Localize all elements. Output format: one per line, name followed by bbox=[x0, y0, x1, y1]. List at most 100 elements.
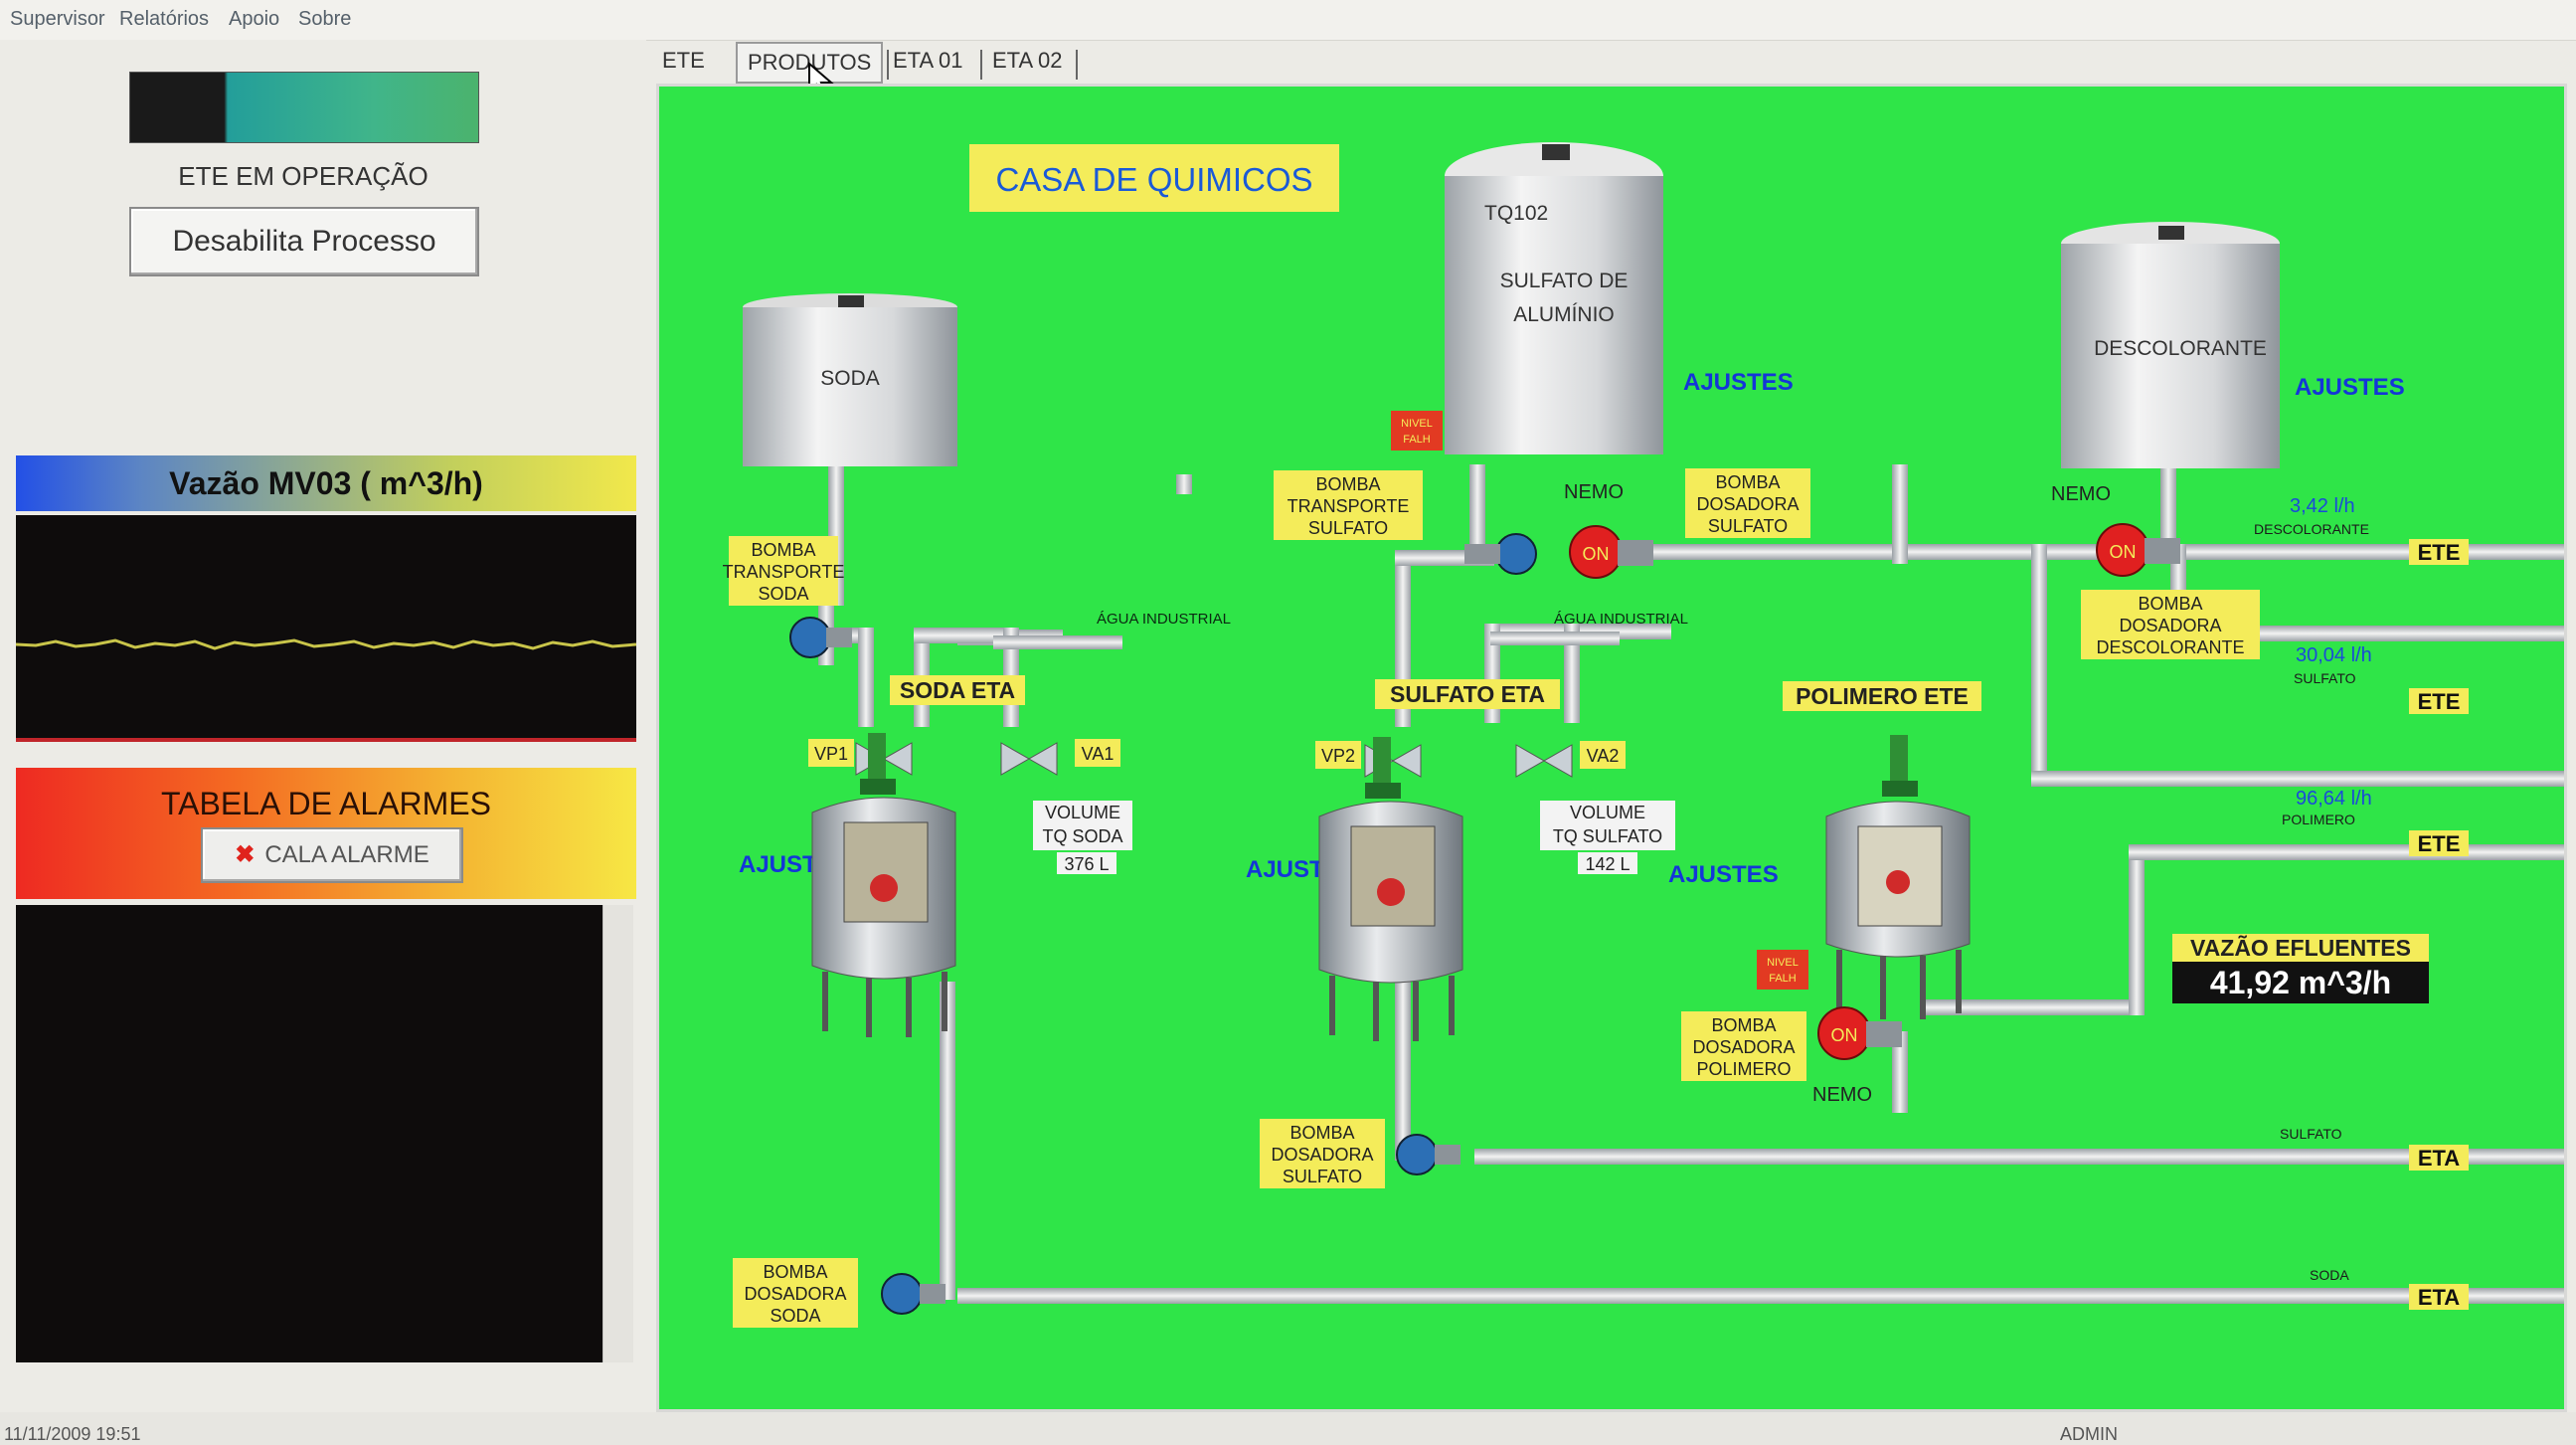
pump-dosadora-sulfato-bottom-icon[interactable] bbox=[1396, 1134, 1460, 1175]
menu-relatorios[interactable]: Relatórios bbox=[119, 8, 210, 30]
close-icon: ✖ bbox=[235, 841, 256, 868]
svg-text:ETA: ETA bbox=[2418, 1146, 2460, 1171]
label-bomba-transporte-soda: BOMBA TRANSPORTE SODA bbox=[723, 536, 845, 606]
sulfato-tank bbox=[1445, 142, 1663, 454]
valve-va2-icon[interactable] bbox=[1515, 744, 1573, 778]
tab-ete[interactable]: ETE bbox=[662, 48, 705, 73]
label-bomba-dosadora-polimero: BOMBA DOSADORA POLIMERO bbox=[1681, 1011, 1806, 1081]
svg-text:SULFATO: SULFATO bbox=[1308, 518, 1388, 538]
ajustes-polimero-link[interactable]: AJUSTES bbox=[1668, 861, 1779, 888]
svg-text:DOSADORA: DOSADORA bbox=[744, 1284, 846, 1304]
process-diagram: CASA DE QUIMICOS ÁGUA INDUSTRIAL bbox=[723, 142, 2576, 1328]
menu-sobre[interactable]: Sobre bbox=[298, 8, 352, 30]
svg-text:SODA: SODA bbox=[770, 1306, 820, 1326]
svg-text:NIVEL: NIVEL bbox=[1767, 957, 1799, 969]
silence-alarm-label: CALA ALARME bbox=[264, 841, 429, 868]
svg-text:BOMBA: BOMBA bbox=[1711, 1015, 1776, 1035]
svg-text:ON: ON bbox=[1831, 1025, 1858, 1045]
line-label-sulfato-eta: SULFATO bbox=[2280, 1126, 2342, 1142]
svg-text:BOMBA: BOMBA bbox=[763, 1262, 827, 1282]
svg-text:DOSADORA: DOSADORA bbox=[1692, 1037, 1795, 1057]
valve-va1-icon[interactable] bbox=[1000, 742, 1058, 776]
svg-text:BOMBA: BOMBA bbox=[2138, 594, 2202, 614]
svg-text:NIVEL: NIVEL bbox=[1401, 418, 1433, 430]
descolorante-tank-label: DESCOLORANTE bbox=[2094, 337, 2267, 360]
flow-chart-title: Vazão MV03 ( m^3/h) bbox=[16, 455, 636, 511]
soda-eta-title: SODA ETA bbox=[900, 677, 1015, 703]
alarm-table-header: TABELA DE ALARMES ✖ CALA ALARME bbox=[16, 768, 636, 899]
reactor-sulfato bbox=[1318, 737, 1463, 1041]
silence-alarm-button[interactable]: ✖ CALA ALARME bbox=[201, 827, 463, 883]
svg-text:FALH: FALH bbox=[1403, 434, 1431, 446]
nivel-falha-sulfato: NIVEL FALH bbox=[1391, 411, 1443, 451]
soda-tank bbox=[743, 293, 957, 606]
volume-soda-display: VOLUME TQ SODA 376 L bbox=[1033, 801, 1132, 874]
tab-eta-02[interactable]: ETA 02 bbox=[992, 48, 1063, 73]
svg-text:142 L: 142 L bbox=[1585, 854, 1630, 874]
svg-text:BOMBA: BOMBA bbox=[751, 540, 815, 560]
dest-ete-1: ETE bbox=[2409, 539, 2469, 565]
flow-sulfato: 30,04 l/h bbox=[2296, 644, 2372, 666]
tab-separator bbox=[1076, 50, 1078, 80]
svg-text:ON: ON bbox=[2110, 542, 2137, 562]
pump-dosadora-soda-icon[interactable] bbox=[881, 1273, 945, 1315]
nemo-descolorante-label: NEMO bbox=[2051, 483, 2111, 505]
nivel-falha-polimero: NIVEL FALH bbox=[1757, 950, 1808, 990]
valve-va2-label: VA2 bbox=[1587, 746, 1620, 766]
process-status-indicator bbox=[129, 72, 479, 143]
agua-industrial-label-2: ÁGUA INDUSTRIAL bbox=[1554, 611, 1688, 628]
sulfato-tank-label-1: SULFATO DE bbox=[1500, 270, 1629, 292]
ajustes-sulfato-link[interactable]: AJUSTES bbox=[1683, 369, 1794, 396]
svg-text:TRANSPORTE: TRANSPORTE bbox=[723, 562, 845, 582]
alarm-table-scrollbar[interactable] bbox=[602, 905, 633, 1362]
label-bomba-dosadora-soda: BOMBA DOSADORA SODA bbox=[733, 1258, 858, 1328]
svg-text:SULFATO: SULFATO bbox=[1283, 1167, 1362, 1186]
pump-nemo-polimero-on[interactable]: ON bbox=[1817, 1006, 1902, 1060]
soda-eta-box bbox=[890, 675, 1025, 705]
synoptic-panel: CASA DE QUIMICOS ÁGUA INDUSTRIAL bbox=[656, 84, 2576, 1412]
soda-tank-label: SODA bbox=[820, 367, 880, 390]
descolorante-tank bbox=[2061, 222, 2280, 558]
flow-trend-chart bbox=[15, 515, 637, 742]
polimero-ete-title: POLIMERO ETE bbox=[1796, 683, 1969, 709]
svg-text:DESCOLORANTE: DESCOLORANTE bbox=[2096, 637, 2244, 657]
panel-title: CASA DE QUIMICOS bbox=[995, 161, 1312, 198]
nemo-polimero-label: NEMO bbox=[1812, 1084, 1872, 1106]
line-label-soda-eta: SODA bbox=[2310, 1267, 2349, 1283]
svg-text:VOLUME: VOLUME bbox=[1045, 803, 1120, 822]
line-label-sulfato: SULFATO bbox=[2294, 670, 2356, 686]
pump-nemo-descolorante-on[interactable]: ON bbox=[2096, 523, 2180, 577]
menu-apoio[interactable]: Apoio bbox=[229, 8, 280, 30]
tq102-label: TQ102 bbox=[1484, 202, 1548, 225]
pump-transporte-sulfato-icon[interactable] bbox=[1464, 533, 1537, 575]
ajustes-descolorante-link[interactable]: AJUSTES bbox=[2295, 374, 2405, 401]
svg-text:TQ SULFATO: TQ SULFATO bbox=[1553, 826, 1662, 846]
tab-separator bbox=[980, 50, 982, 80]
valve-vp2-label: VP2 bbox=[1321, 746, 1355, 766]
label-bomba-dosadora-sulfato-top: BOMBA DOSADORA SULFATO bbox=[1685, 468, 1810, 538]
agua-industrial-label-1: ÁGUA INDUSTRIAL bbox=[1097, 611, 1231, 628]
tab-separator bbox=[887, 50, 889, 80]
label-bomba-dosadora-sulfato-bottom: BOMBA DOSADORA SULFATO bbox=[1260, 1119, 1385, 1188]
pump-nemo-sulfato-on[interactable]: ON bbox=[1569, 525, 1653, 579]
dest-ete-2: ETE bbox=[2409, 688, 2469, 714]
disable-process-button[interactable]: Desabilita Processo bbox=[129, 207, 479, 276]
sulfato-eta-box bbox=[1375, 679, 1560, 709]
menu-supervisor[interactable]: Supervisor bbox=[10, 8, 105, 30]
valve-va1-label: VA1 bbox=[1082, 744, 1115, 764]
sulfato-eta-title: SULFATO ETA bbox=[1390, 681, 1545, 707]
valve-vp1-label: VP1 bbox=[814, 744, 848, 764]
alarm-table-title: TABELA DE ALARMES bbox=[161, 786, 491, 821]
nemo-sulfato-label: NEMO bbox=[1564, 481, 1624, 503]
process-status-text: ETE EM OPERAÇÃO bbox=[178, 161, 429, 191]
volume-sulfato-display: VOLUME TQ SULFATO 142 L bbox=[1540, 801, 1675, 874]
pump-transporte-soda-icon[interactable] bbox=[789, 617, 852, 658]
sulfato-tank-label-2: ALUMÍNIO bbox=[1513, 303, 1615, 326]
tab-eta-01[interactable]: ETA 01 bbox=[893, 48, 963, 73]
dest-eta-2: ETA bbox=[2409, 1284, 2469, 1310]
line-label-descolorante: DESCOLORANTE bbox=[2254, 521, 2369, 537]
flow-polimero: 96,64 l/h bbox=[2296, 788, 2372, 810]
svg-text:ETE: ETE bbox=[2418, 831, 2461, 856]
label-bomba-transporte-sulfato: BOMBA TRANSPORTE SULFATO bbox=[1274, 470, 1423, 540]
dest-ete-3: ETE bbox=[2409, 830, 2469, 856]
